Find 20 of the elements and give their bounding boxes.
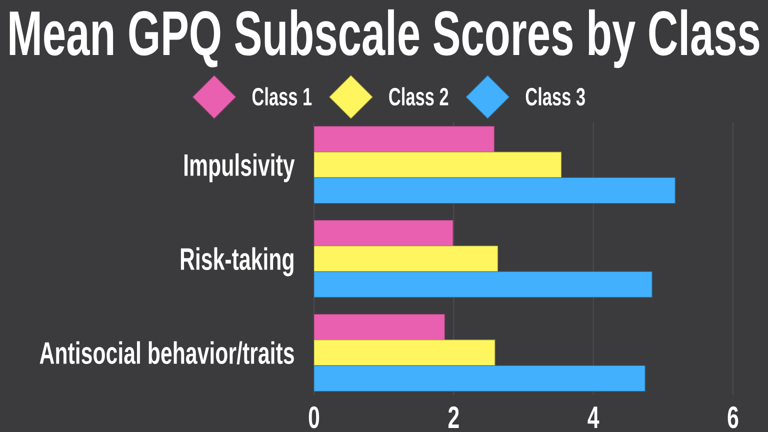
bar xyxy=(314,177,676,204)
bar xyxy=(314,271,652,298)
x-tick-label: 4 xyxy=(588,406,600,428)
bar xyxy=(314,220,454,246)
bar xyxy=(314,126,494,152)
bar xyxy=(314,340,496,366)
y-tick-label: Impulsivity xyxy=(184,153,295,182)
y-tick-label: Risk-taking xyxy=(180,247,294,276)
bar xyxy=(314,365,646,392)
x-tick-label: 6 xyxy=(728,406,738,428)
chart-title: Mean GPQ Subscale Scores by Class xyxy=(10,9,760,68)
legend-label: Class 2 xyxy=(389,87,448,106)
bar xyxy=(314,314,445,340)
x-tick-label: 0 xyxy=(308,406,320,428)
x-tick-label: 2 xyxy=(448,406,459,428)
y-tick-label: Antisocial behavior/traits xyxy=(40,341,294,364)
legend-label: Class 1 xyxy=(252,87,312,106)
bar xyxy=(314,246,498,272)
legend-label: Class 3 xyxy=(526,87,585,106)
bar xyxy=(314,152,562,178)
